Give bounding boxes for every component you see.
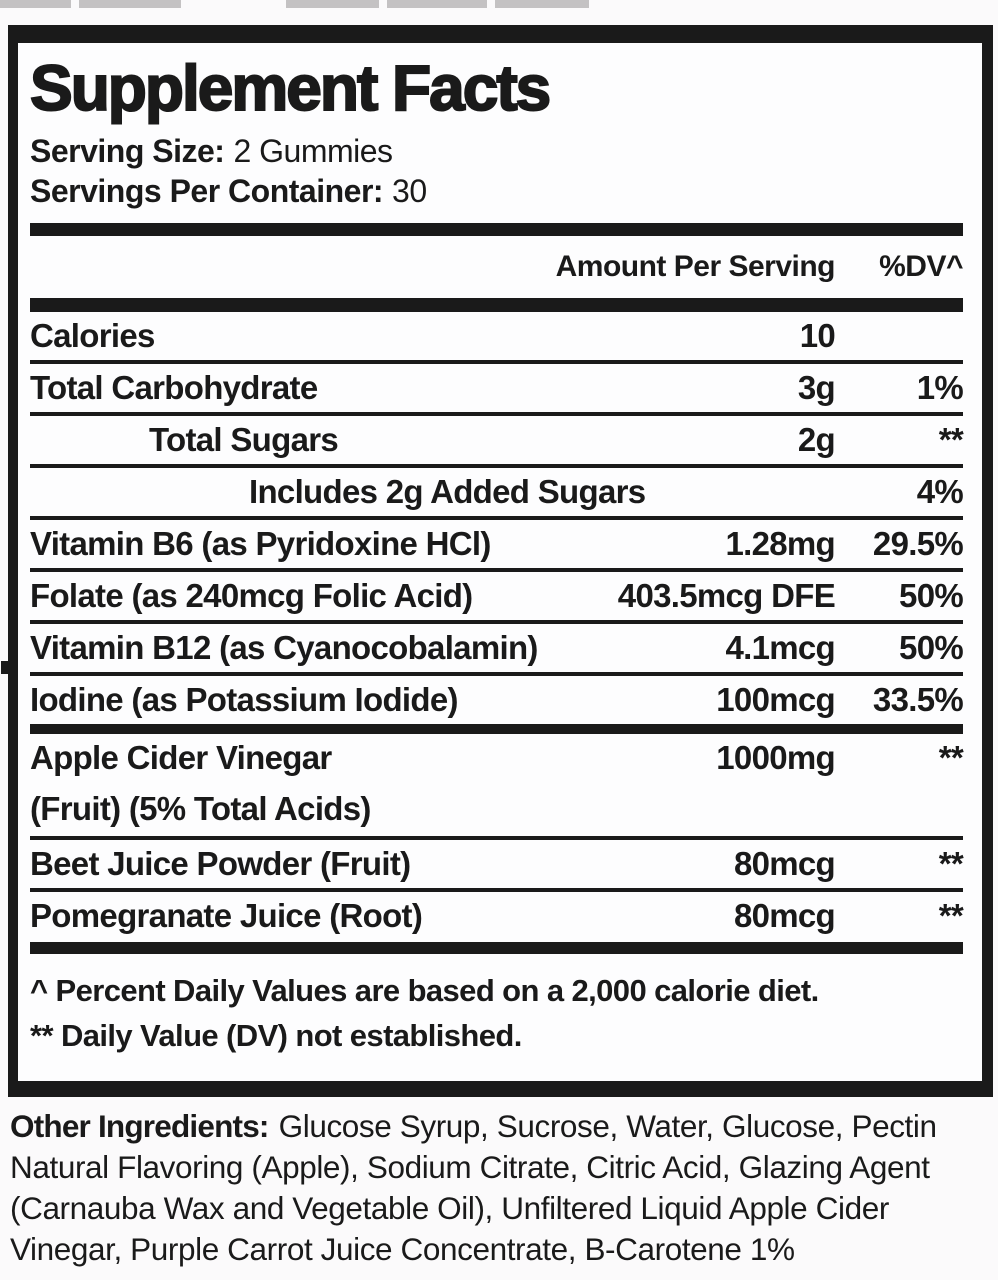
nutrient-row: Vitamin B6 (as Pyridoxine HCl) 1.28mg 29.5…: [30, 520, 964, 568]
other-ingredients: Other Ingredients: Glucose Syrup, Sucrose…: [10, 1106, 991, 1270]
row-separator: [30, 412, 963, 416]
row-separator: [30, 620, 963, 624]
nutrient-dv: 1%: [916, 369, 964, 406]
nutrient-amount: 80mcg: [733, 897, 836, 934]
nutrient-dv: 50%: [899, 577, 964, 614]
row-separator: [30, 360, 963, 364]
cropped-gray-box: [0, 0, 71, 8]
nutrient-amount: 10: [799, 317, 836, 354]
footnote-daily-values: ^ Percent Daily Values are based on a 2,…: [30, 973, 819, 1008]
nutrient-rows: Calories 10 Total Carbohydrate 3g 1% Total Su…: [30, 312, 964, 940]
nutrient-row-line: Beet Juice Powder (Fruit) 80mcg **: [30, 840, 964, 888]
nutrient-row-line: Iodine (as Potassium Iodide) 100mcg 33.5%: [30, 676, 964, 724]
serving-size-value: 2 Gummies: [233, 133, 393, 169]
row-separator: [30, 888, 963, 892]
nutrient-name: Beet Juice Powder (Fruit): [30, 845, 411, 882]
servings-per-container-value: 30: [392, 173, 427, 209]
panel-title: Supplement Facts: [29, 52, 552, 124]
nutrient-amount: 80mcg: [733, 845, 836, 882]
other-ingredients-text: Glucose Syrup, Sucrose, Water, Glucose, …: [10, 1108, 937, 1267]
nutrient-amount: 1000mg: [716, 739, 835, 776]
nutrient-amount: 403.5mcg DFE: [617, 577, 836, 614]
nutrient-name: Apple Cider Vinegar: [30, 739, 332, 776]
serving-size-label: Serving Size:: [30, 133, 225, 169]
nutrient-dv: **: [938, 739, 964, 776]
nutrient-row: Total Carbohydrate 3g 1%: [30, 364, 964, 412]
thick-rule: [30, 298, 963, 312]
row-separator: [30, 568, 963, 572]
nutrient-name: Total Carbohydrate: [30, 369, 318, 406]
footnote-dv-not-established: ** Daily Value (DV) not established.: [30, 1018, 522, 1053]
nutrient-row: Includes 2g Added Sugars 4%: [30, 468, 964, 516]
nutrient-row-line: Pomegranate Juice (Root) 80mcg **: [30, 892, 964, 940]
nutrient-row: Vitamin B12 (as Cyanocobalamin) 4.1mcg 50%: [30, 624, 964, 672]
nutrient-name: Includes 2g Added Sugars: [249, 473, 646, 510]
row-separator: [30, 464, 963, 468]
nutrient-name: Pomegranate Juice (Root): [30, 897, 423, 934]
nutrient-dv: 4%: [916, 473, 964, 510]
cropped-gray-box: [387, 0, 487, 8]
cropped-gray-box: [495, 0, 589, 8]
nutrient-row: Folate (as 240mcg Folic Acid) 403.5mcg DF…: [30, 572, 964, 620]
nutrient-name: Vitamin B6 (as Pyridoxine HCl): [30, 525, 491, 562]
nutrient-dv: 29.5%: [872, 525, 964, 562]
nutrient-amount: 1.28mg: [725, 525, 835, 562]
thick-rule: [30, 223, 963, 236]
nutrient-dv: 50%: [899, 629, 964, 666]
other-ingredients-label: Other Ingredients:: [10, 1108, 269, 1144]
nutrient-name: Calories: [30, 317, 155, 354]
nutrient-row-line: Total Sugars 2g **: [30, 416, 964, 464]
row-separator: [30, 672, 963, 676]
nutrient-row-line: Total Carbohydrate 3g 1%: [30, 364, 964, 412]
nutrient-row-line: Includes 2g Added Sugars 4%: [30, 468, 964, 516]
nutrient-dv: **: [938, 845, 964, 882]
cropped-gray-box: [286, 0, 379, 8]
nutrient-dv: **: [938, 421, 964, 458]
nutrient-row: Calories 10: [30, 312, 963, 360]
nutrient-name: Iodine (as Potassium Iodide): [30, 681, 459, 718]
nutrient-name-line2: (Fruit) (5% Total Acids): [30, 790, 371, 827]
nutrient-name: Folate (as 240mcg Folic Acid): [30, 577, 473, 614]
amount-column-header: Amount Per Serving: [555, 250, 836, 283]
nutrient-row: Pomegranate Juice (Root) 80mcg **: [30, 892, 964, 940]
nutrient-row-line: Vitamin B6 (as Pyridoxine HCl) 1.28mg 29.5…: [30, 520, 964, 568]
supplement-facts-panel: Supplement Facts Serving Size: 2 Gummies …: [8, 25, 993, 1097]
nutrient-row-line: Folate (as 240mcg Folic Acid) 403.5mcg DF…: [30, 572, 964, 620]
footnotes: ^ Percent Daily Values are based on a 2,…: [30, 954, 963, 1058]
nutrient-row-line: Apple Cider Vinegar 1000mg **: [30, 734, 964, 782]
nutrient-row: Apple Cider Vinegar 1000mg ** (Fruit) (5% T…: [30, 734, 964, 836]
serving-size-line: Serving Size: 2 Gummies: [30, 131, 963, 171]
row-separator: [30, 516, 963, 520]
nutrient-row: Beet Juice Powder (Fruit) 80mcg **: [30, 840, 964, 888]
nutrient-row: Total Sugars 2g **: [30, 416, 964, 464]
servings-per-container-line: Servings Per Container: 30: [30, 171, 963, 211]
nutrient-row-line: Vitamin B12 (as Cyanocobalamin) 4.1mcg 50%: [30, 624, 964, 672]
nutrient-amount: 100mcg: [716, 681, 835, 718]
nutrient-row: Iodine (as Potassium Iodide) 100mcg 33.5%: [30, 676, 964, 724]
row-separator: [30, 724, 963, 734]
thick-rule: [30, 942, 963, 954]
nutrient-dv: **: [938, 897, 964, 934]
servings-per-container-label: Servings Per Container:: [30, 173, 384, 209]
print-artifact-nub: [1, 661, 9, 674]
nutrient-row-line: Calories 10: [30, 312, 963, 360]
nutrient-name: Total Sugars: [149, 421, 339, 458]
row-separator: [30, 836, 963, 840]
nutrient-amount: 2g: [797, 421, 836, 458]
nutrient-dv: 33.5%: [872, 681, 964, 718]
table-header-row: Amount Per Serving %DV^: [30, 236, 964, 298]
dv-column-header: %DV^: [879, 250, 963, 283]
nutrient-amount: 3g: [797, 369, 836, 406]
cropped-gray-box: [79, 0, 181, 8]
nutrient-name: Vitamin B12 (as Cyanocobalamin): [30, 629, 538, 666]
nutrient-amount: 4.1mcg: [725, 629, 835, 666]
